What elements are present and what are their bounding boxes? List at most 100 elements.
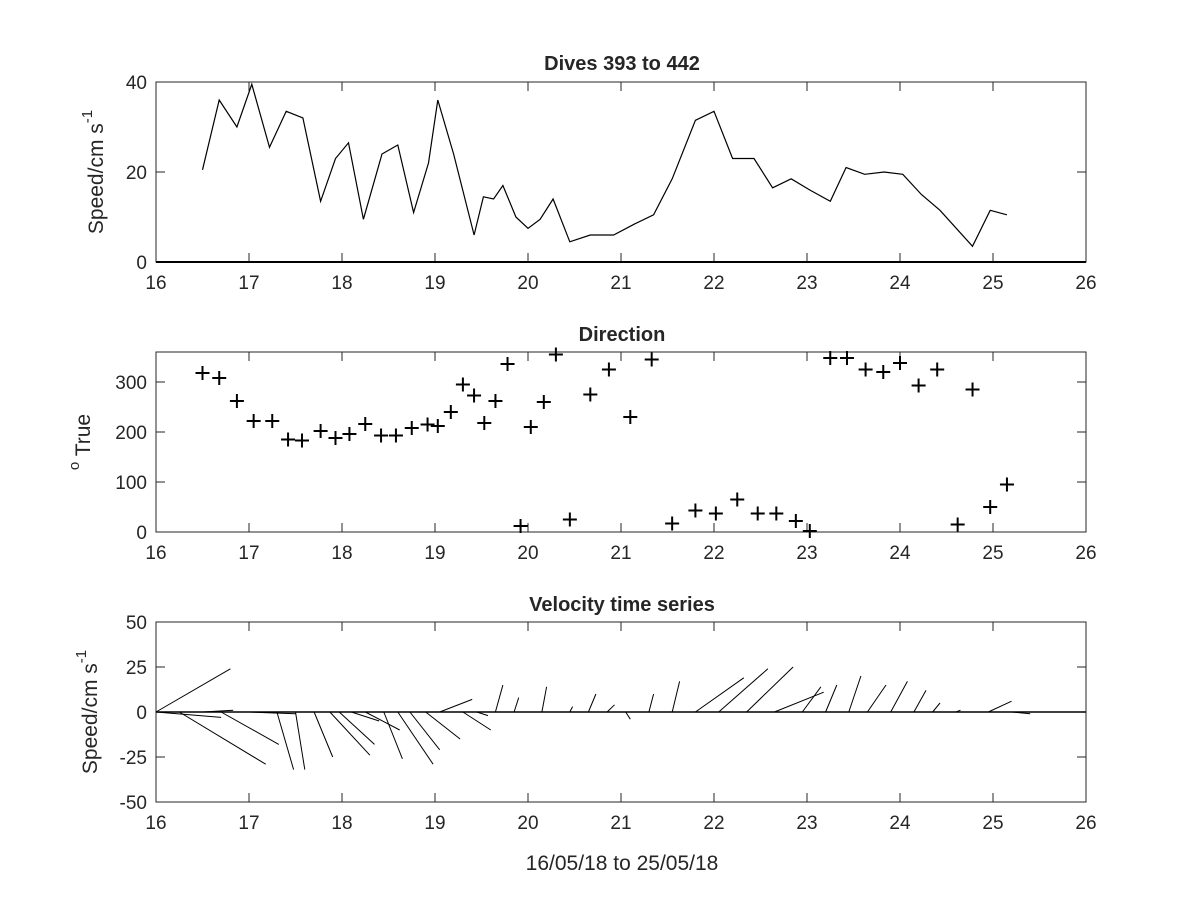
direction-ytick-label: 200 <box>115 423 147 444</box>
velocity-ylabel: Speed/cm s-1 <box>73 650 102 774</box>
direction-point <box>229 394 244 408</box>
direction-point <box>893 356 907 370</box>
direction-point <box>802 524 817 538</box>
speed-ytick-label: 20 <box>126 163 147 184</box>
direction-point <box>823 351 838 365</box>
velocity-vector <box>746 666 794 713</box>
velocity-vector <box>220 711 280 745</box>
velocity-vector <box>513 697 520 713</box>
speed-panel: Dives 393 to 442 16 17 18 19 20 21 22 23 24 25 26 0… <box>79 53 1097 294</box>
direction-point <box>477 416 492 430</box>
velocity-panel-title: Velocity time series <box>529 594 715 616</box>
velocity-xtick-label: 22 <box>703 813 724 834</box>
direction-point <box>455 377 470 392</box>
velocity-vector <box>248 711 296 715</box>
direction-point <box>999 477 1014 492</box>
velocity-xtick-label: 25 <box>982 813 1003 834</box>
velocity-vector <box>718 668 769 713</box>
velocity-vector <box>494 684 504 713</box>
speed-xtick-label: 25 <box>982 273 1003 294</box>
direction-point <box>665 516 680 531</box>
velocity-xtick-label: 26 <box>1075 813 1096 834</box>
velocity-vector <box>774 691 824 713</box>
direction-xtick-label: 21 <box>610 543 631 564</box>
direction-point <box>523 420 538 434</box>
direction-point <box>195 366 210 380</box>
direction-point <box>750 506 765 521</box>
direction-point <box>295 433 310 448</box>
direction-point <box>358 417 373 431</box>
direction-point <box>601 362 616 377</box>
speed-xtick-label: 21 <box>610 273 631 294</box>
direction-xtick-label: 24 <box>889 543 911 564</box>
velocity-vector <box>365 711 400 731</box>
velocity-vector <box>671 681 681 713</box>
direction-xtick-label: 20 <box>517 543 538 564</box>
direction-axes: 16 17 18 19 20 21 22 23 24 25 26 0 100 200 300 <box>115 352 1097 564</box>
direction-point <box>930 362 945 377</box>
velocity-xtick-label: 23 <box>796 813 817 834</box>
direction-xtick-label: 25 <box>982 543 1003 564</box>
speed-xtick-label: 17 <box>238 273 259 294</box>
direction-point <box>769 506 784 521</box>
direction-point <box>911 378 926 393</box>
speed-ylabel: Speed/cm s-1 <box>79 110 108 234</box>
speed-xtick-label: 20 <box>517 273 538 294</box>
velocity-vector <box>329 711 371 756</box>
speed-xtick-label: 24 <box>889 273 911 294</box>
direction-point <box>374 428 389 443</box>
direction-point <box>548 347 563 362</box>
direction-point <box>467 388 482 403</box>
speed-ytick-label: 40 <box>126 73 147 94</box>
velocity-vector <box>351 711 380 722</box>
direction-xtick-label: 26 <box>1075 543 1096 564</box>
velocity-xtick-label: 21 <box>610 813 631 834</box>
velocity-vector <box>409 711 441 751</box>
velocity-xtick-label: 16 <box>145 813 166 834</box>
velocity-xtick-label: 18 <box>331 813 352 834</box>
direction-point <box>562 512 577 527</box>
direction-point <box>950 517 965 532</box>
velocity-vector <box>476 711 489 717</box>
direction-panel: Direction 16 17 18 19 20 21 22 23 24 25 26 0 100 200 3… <box>66 324 1097 564</box>
direction-plot-area <box>155 351 1087 533</box>
direction-xtick-label: 22 <box>703 543 724 564</box>
direction-point <box>965 382 980 397</box>
velocity-vector <box>695 677 745 713</box>
velocity-ytick-label: -50 <box>120 793 147 814</box>
velocity-xtick-label: 19 <box>424 813 445 834</box>
velocity-vector <box>606 704 615 713</box>
direction-ytick-label: 100 <box>115 473 147 494</box>
direction-xtick-label: 16 <box>145 543 166 564</box>
direction-point <box>430 419 445 433</box>
velocity-vector <box>155 711 222 718</box>
velocity-vector <box>913 690 927 713</box>
velocity-vector <box>955 709 961 713</box>
speed-marks <box>156 82 1086 263</box>
direction-point <box>583 387 598 402</box>
velocity-vector <box>338 711 375 745</box>
direction-point <box>212 371 227 385</box>
velocity-vector <box>866 684 887 713</box>
direction-xtick-label: 19 <box>424 543 445 564</box>
speed-xtick-label: 18 <box>331 273 352 294</box>
velocity-vector <box>825 684 838 713</box>
velocity-vector <box>439 698 473 713</box>
velocity-xtick-label: 20 <box>517 813 538 834</box>
direction-point <box>644 352 659 367</box>
speed-ylabel-sup: -1 <box>79 110 96 123</box>
speed-xtick-label: 22 <box>703 273 724 294</box>
velocity-ytick-label: 25 <box>126 658 147 679</box>
velocity-vector <box>383 711 403 759</box>
direction-point <box>858 362 873 377</box>
direction-marks <box>195 347 1014 538</box>
direction-point <box>688 503 703 518</box>
direction-point <box>500 357 515 371</box>
velocity-vector <box>155 668 231 713</box>
direction-point <box>876 365 891 379</box>
velocity-marks <box>155 666 1086 770</box>
direction-point <box>488 394 503 408</box>
speed-series-line <box>201 82 1008 248</box>
direction-panel-title: Direction <box>579 324 666 346</box>
